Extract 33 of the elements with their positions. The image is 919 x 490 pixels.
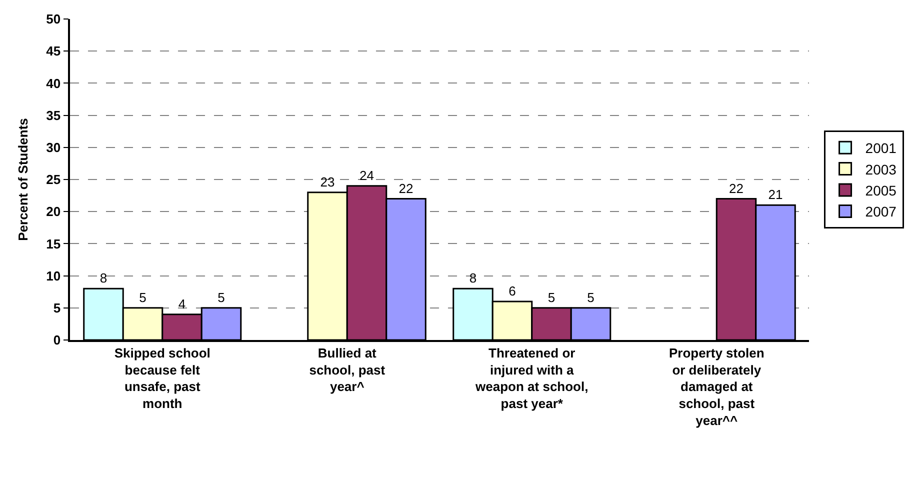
x-tick-label: Threatened or injured with a weapon at school, past year* xyxy=(474,345,588,412)
legend-label: 2007 xyxy=(865,204,897,220)
y-tick-label: 45 xyxy=(46,44,61,59)
y-tick-label: 25 xyxy=(46,172,61,188)
x-tick-label: Skipped school because felt unsafe, past month xyxy=(114,345,210,412)
data-label: 4 xyxy=(178,296,186,312)
data-label: 22 xyxy=(729,180,744,196)
data-label: 24 xyxy=(360,168,374,183)
y-tick-label: 15 xyxy=(46,236,61,252)
data-label: 5 xyxy=(218,290,225,305)
data-label: 8 xyxy=(100,270,108,286)
data-label: 22 xyxy=(398,180,414,196)
y-tick-label: 0 xyxy=(53,332,61,348)
legend-label: 2003 xyxy=(865,161,897,178)
legend-label: 2001 xyxy=(865,140,897,156)
data-label: 23 xyxy=(320,174,335,190)
y-tick-label: 10 xyxy=(46,268,61,284)
y-tick-label: 40 xyxy=(46,76,61,91)
data-label: 8 xyxy=(469,270,477,286)
y-tick-label: 30 xyxy=(46,140,61,155)
data-label: 5 xyxy=(587,290,594,305)
y-tick-label: 35 xyxy=(46,108,61,123)
y-tick-label: 50 xyxy=(46,12,61,27)
data-label: 5 xyxy=(139,290,146,305)
legend-label: 2005 xyxy=(865,182,897,198)
y-tick-label: 20 xyxy=(46,204,61,220)
x-tick-label: Property stolen or deliberately damaged at school, past year^^ xyxy=(668,345,764,428)
y-axis-title: Percent of Students xyxy=(16,118,31,241)
data-label: 21 xyxy=(768,187,783,202)
x-tick-label: Bullied at school, past year^ xyxy=(309,345,386,394)
data-label: 6 xyxy=(508,283,516,298)
y-tick-label: 5 xyxy=(53,300,61,316)
data-label: 5 xyxy=(548,290,556,305)
